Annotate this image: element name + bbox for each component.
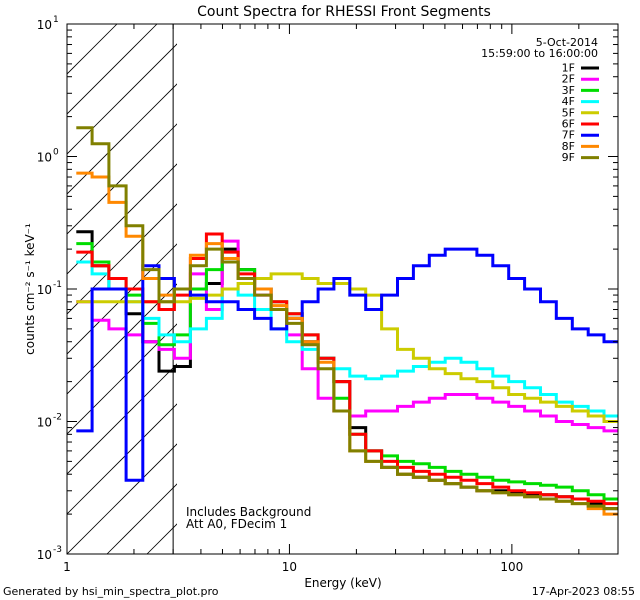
legend-date: 5-Oct-2014 xyxy=(536,36,598,49)
legend-label-5f: 5F xyxy=(562,106,575,119)
annotation-background: Includes Background xyxy=(186,505,311,519)
series-line-9f xyxy=(76,126,618,511)
series-line-7f xyxy=(76,247,618,482)
hatch-line xyxy=(67,43,177,155)
series-line-6f xyxy=(76,232,618,506)
series-group xyxy=(76,126,618,516)
y-tick-label: 10 xyxy=(37,151,52,165)
hatch-line xyxy=(67,83,177,195)
legend-label-7f: 7F xyxy=(562,129,575,142)
legend-label-3f: 3F xyxy=(562,84,575,97)
axis-ticks xyxy=(66,23,619,555)
chart-title: Count Spectra for RHESSI Front Segments xyxy=(197,4,491,20)
footer-generated-by: Generated by hsi_min_spectra_plot.pro xyxy=(3,585,219,598)
y-tick-label: 10 xyxy=(37,283,52,297)
y-tick-exponent: 1 xyxy=(53,15,59,25)
legend-label-8f: 8F xyxy=(562,140,575,153)
legend-label-4f: 4F xyxy=(562,95,575,108)
hatch-line xyxy=(67,403,177,515)
y-tick-exponent: -1 xyxy=(53,280,62,290)
y-tick-exponent: -2 xyxy=(53,413,62,423)
hatch-line xyxy=(67,24,158,115)
y-tick-label: 10 xyxy=(37,548,52,562)
x-axis-label: Energy (keV) xyxy=(304,576,381,590)
legend-label-1f: 1F xyxy=(562,62,575,75)
hatch-line xyxy=(67,283,177,395)
series-line-4f xyxy=(76,260,618,418)
y-tick-exponent: -3 xyxy=(53,545,62,555)
legend: 5-Oct-2014 15:59:00 to 16:00:00 1F2F3F4F… xyxy=(481,36,599,164)
legend-label-6f: 6F xyxy=(562,118,575,131)
x-tick-label: 10 xyxy=(282,560,297,574)
legend-label-9f: 9F xyxy=(562,151,575,164)
hatch-line xyxy=(67,443,177,554)
y-axis-label: counts cm⁻² s⁻¹ keV⁻¹ xyxy=(23,223,37,355)
legend-time-range: 15:59:00 to 16:00:00 xyxy=(481,47,598,60)
x-tick-label: 100 xyxy=(500,560,523,574)
hatch-line xyxy=(387,24,640,554)
legend-label-2f: 2F xyxy=(562,73,575,86)
y-tick-exponent: 0 xyxy=(53,148,59,158)
annotation-attenuator: Att A0, FDecim 1 xyxy=(186,517,287,531)
hatch-line xyxy=(67,363,177,475)
y-tick-label: 10 xyxy=(37,18,52,32)
y-tick-label: 10 xyxy=(37,416,52,430)
hatch-line xyxy=(347,24,640,554)
x-tick-label: 1 xyxy=(63,560,71,574)
x-axis-tick-labels: 1 10 100 xyxy=(63,560,523,574)
plot-area xyxy=(66,23,640,555)
footer-timestamp: 17-Apr-2023 08:55 xyxy=(532,585,635,598)
